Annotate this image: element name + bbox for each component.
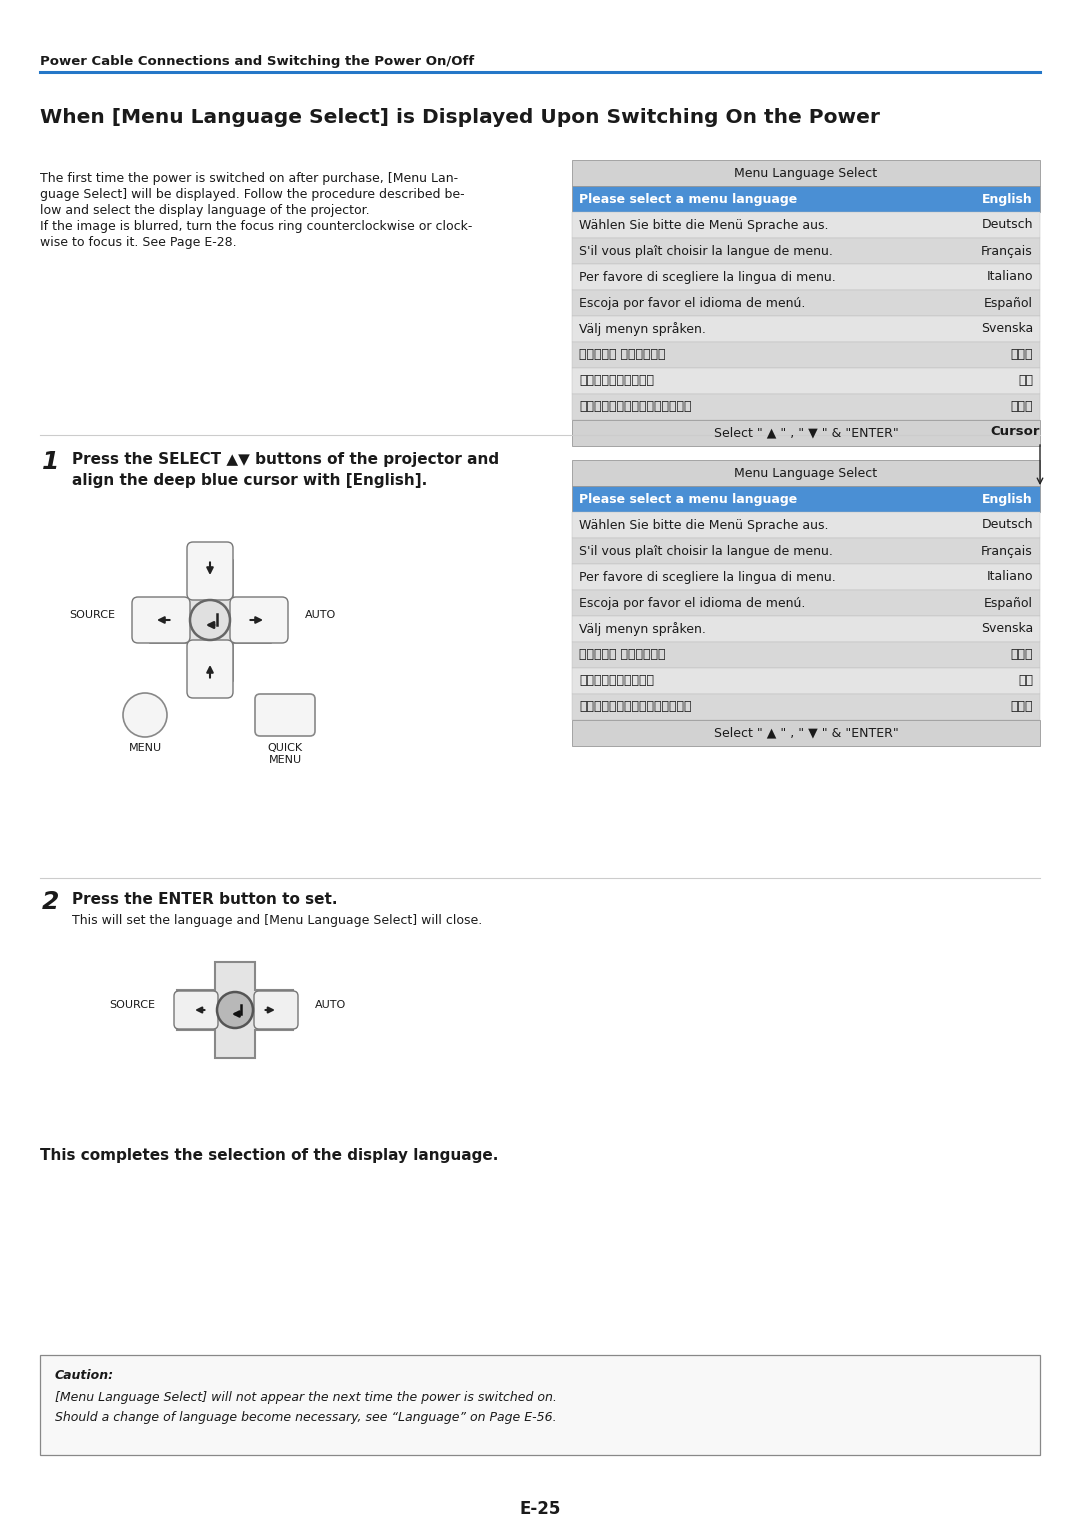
Text: 메뉴언어를 선택하십시오: 메뉴언어를 선택하십시오 (579, 649, 665, 661)
Text: 2: 2 (42, 890, 59, 914)
Text: Español: Español (984, 296, 1032, 310)
FancyBboxPatch shape (572, 212, 1040, 238)
FancyBboxPatch shape (187, 542, 233, 600)
Text: This will set the language and [Menu Language Select] will close.: This will set the language and [Menu Lan… (72, 914, 483, 926)
Text: The first time the power is switched on after purchase, [Menu Lan-: The first time the power is switched on … (40, 172, 458, 185)
Circle shape (190, 600, 230, 639)
FancyBboxPatch shape (187, 639, 233, 697)
Text: Svenska: Svenska (981, 623, 1032, 635)
Text: Välj menyn språken.: Välj menyn språken. (579, 322, 706, 336)
FancyBboxPatch shape (255, 694, 315, 736)
Text: Per favore di scegliere la lingua di menu.: Per favore di scegliere la lingua di men… (579, 270, 836, 284)
Text: Français: Français (982, 244, 1032, 258)
Text: S'il vous plaît choisir la langue de menu.: S'il vous plaît choisir la langue de men… (579, 545, 833, 557)
Text: 请选择项目单语言中文: 请选择项目单语言中文 (579, 674, 654, 688)
Text: 请选择项目单语言中文: 请选择项目单语言中文 (579, 374, 654, 388)
Text: 한국어: 한국어 (1011, 649, 1032, 661)
Text: AUTO: AUTO (315, 1000, 347, 1010)
FancyBboxPatch shape (572, 617, 1040, 642)
FancyBboxPatch shape (572, 539, 1040, 565)
Text: SOURCE: SOURCE (109, 1000, 156, 1010)
Text: wise to focus it. See Page E-28.: wise to focus it. See Page E-28. (40, 237, 237, 249)
Text: Välj menyn språken.: Välj menyn språken. (579, 623, 706, 636)
FancyBboxPatch shape (572, 290, 1040, 316)
FancyBboxPatch shape (572, 459, 1040, 485)
Text: English: English (982, 493, 1032, 505)
Text: MENU: MENU (129, 743, 162, 752)
FancyBboxPatch shape (40, 1355, 1040, 1454)
Text: Select " ▲ " , " ▼ " & "ENTER": Select " ▲ " , " ▼ " & "ENTER" (714, 426, 899, 439)
FancyBboxPatch shape (572, 316, 1040, 342)
Text: English: English (982, 192, 1032, 206)
FancyBboxPatch shape (572, 342, 1040, 368)
FancyBboxPatch shape (254, 990, 298, 1029)
Text: 日本語: 日本語 (1011, 700, 1032, 714)
Polygon shape (150, 560, 270, 681)
Text: S'il vous plaît choisir la langue de menu.: S'il vous plaît choisir la langue de men… (579, 244, 833, 258)
Text: When [Menu Language Select] is Displayed Upon Switching On the Power: When [Menu Language Select] is Displayed… (40, 108, 880, 127)
Text: QUICK
MENU: QUICK MENU (268, 743, 302, 765)
Text: Wählen Sie bitte die Menü Sprache aus.: Wählen Sie bitte die Menü Sprache aus. (579, 218, 828, 232)
Text: guage Select] will be displayed. Follow the procedure described be-: guage Select] will be displayed. Follow … (40, 188, 464, 201)
FancyBboxPatch shape (572, 394, 1040, 420)
Text: low and select the display language of the projector.: low and select the display language of t… (40, 204, 369, 217)
FancyBboxPatch shape (572, 565, 1040, 591)
Text: 1: 1 (42, 450, 59, 475)
Text: 中文: 中文 (1018, 374, 1032, 388)
Text: [Menu Language Select] will not appear the next time the power is switched on.: [Menu Language Select] will not appear t… (55, 1392, 557, 1404)
FancyBboxPatch shape (572, 668, 1040, 694)
Text: Should a change of language become necessary, see “Language” on Page E-56.: Should a change of language become neces… (55, 1412, 556, 1424)
Text: Italiano: Italiano (986, 270, 1032, 284)
Text: Power Cable Connections and Switching the Power On/Off: Power Cable Connections and Switching th… (40, 55, 474, 69)
Text: Svenska: Svenska (981, 322, 1032, 336)
Text: Italiano: Italiano (986, 571, 1032, 583)
Text: メニュー言語を選択して下さい。: メニュー言語を選択して下さい。 (579, 400, 691, 414)
Text: Per favore di scegliere la lingua di menu.: Per favore di scegliere la lingua di men… (579, 571, 836, 583)
FancyBboxPatch shape (572, 694, 1040, 720)
Text: Escoja por favor el idioma de menú.: Escoja por favor el idioma de menú. (579, 597, 806, 609)
FancyBboxPatch shape (572, 420, 1040, 446)
Text: メニュー言語を選択して下さい。: メニュー言語を選択して下さい。 (579, 700, 691, 714)
FancyBboxPatch shape (572, 720, 1040, 746)
Polygon shape (177, 961, 293, 1058)
Text: Caution:: Caution: (55, 1369, 114, 1383)
FancyBboxPatch shape (132, 597, 190, 642)
Text: Escoja por favor el idioma de menú.: Escoja por favor el idioma de menú. (579, 296, 806, 310)
Text: Press the ENTER button to set.: Press the ENTER button to set. (72, 893, 337, 906)
Text: Press the SELECT ▲▼ buttons of the projector and
align the deep blue cursor with: Press the SELECT ▲▼ buttons of the proje… (72, 452, 499, 488)
FancyBboxPatch shape (572, 513, 1040, 539)
Text: Select " ▲ " , " ▼ " & "ENTER": Select " ▲ " , " ▼ " & "ENTER" (714, 726, 899, 740)
Text: AUTO: AUTO (305, 610, 336, 620)
Text: Cursor: Cursor (990, 426, 1040, 438)
Text: Wählen Sie bitte die Menü Sprache aus.: Wählen Sie bitte die Menü Sprache aus. (579, 519, 828, 531)
FancyBboxPatch shape (572, 238, 1040, 264)
Text: Français: Français (982, 545, 1032, 557)
Text: 中文: 中文 (1018, 674, 1032, 688)
Text: Menu Language Select: Menu Language Select (734, 166, 878, 180)
Text: Deutsch: Deutsch (982, 519, 1032, 531)
FancyBboxPatch shape (572, 591, 1040, 617)
Circle shape (123, 693, 167, 737)
Text: 日本語: 日本語 (1011, 400, 1032, 414)
Text: Please select a menu language: Please select a menu language (579, 493, 797, 505)
Text: Español: Español (984, 597, 1032, 609)
FancyBboxPatch shape (572, 368, 1040, 394)
FancyBboxPatch shape (572, 186, 1040, 212)
Text: Deutsch: Deutsch (982, 218, 1032, 232)
Circle shape (217, 992, 253, 1029)
Text: E-25: E-25 (519, 1500, 561, 1518)
Text: 메뉴언어를 선택하십시오: 메뉴언어를 선택하십시오 (579, 348, 665, 362)
Text: If the image is blurred, turn the focus ring counterclockwise or clock-: If the image is blurred, turn the focus … (40, 220, 472, 233)
FancyBboxPatch shape (572, 160, 1040, 186)
FancyBboxPatch shape (572, 485, 1040, 513)
Text: Please select a menu language: Please select a menu language (579, 192, 797, 206)
FancyBboxPatch shape (572, 264, 1040, 290)
FancyBboxPatch shape (230, 597, 288, 642)
Text: This completes the selection of the display language.: This completes the selection of the disp… (40, 1148, 498, 1163)
FancyBboxPatch shape (572, 642, 1040, 668)
Text: 한국어: 한국어 (1011, 348, 1032, 362)
Text: SOURCE: SOURCE (69, 610, 114, 620)
Text: Menu Language Select: Menu Language Select (734, 467, 878, 479)
FancyBboxPatch shape (174, 990, 218, 1029)
